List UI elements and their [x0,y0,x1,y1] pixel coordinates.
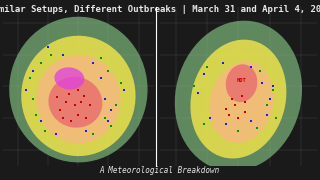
Point [58,109,63,112]
Point [236,117,241,120]
Point [264,113,269,116]
Point [31,98,36,100]
Point [103,117,108,120]
Point [103,98,108,100]
Point [61,53,66,56]
Point [239,94,244,97]
Point [192,85,197,88]
Ellipse shape [48,77,102,128]
Point [109,109,114,112]
Point [31,69,36,72]
Ellipse shape [54,67,84,90]
Point [201,72,206,75]
Point [229,98,235,100]
Point [91,61,96,64]
Point [227,113,232,116]
Point [106,120,111,123]
Point [233,104,238,107]
Point [270,85,276,88]
Text: MDT: MDT [237,78,246,83]
Point [208,117,213,120]
Point [99,57,104,59]
Ellipse shape [175,21,302,171]
Point [260,82,265,85]
Point [270,88,276,91]
Point [99,77,104,80]
Point [106,69,111,72]
Point [76,88,81,91]
Point [220,61,225,64]
Point [267,98,272,100]
Point [28,77,33,80]
Ellipse shape [226,64,257,102]
Point [236,129,241,132]
Point [223,123,228,126]
Point [55,96,60,99]
Ellipse shape [36,55,121,143]
Point [43,129,48,132]
Point [223,107,228,110]
Point [76,113,81,116]
Point [264,104,269,107]
Text: Similar Setups, Different Outbreaks | March 31 and April 4, 2023: Similar Setups, Different Outbreaks | Ma… [0,5,320,14]
Text: A Meteorological Breakdown: A Meteorological Breakdown [100,166,220,175]
Point [274,117,279,120]
Point [49,53,54,56]
Ellipse shape [210,62,274,143]
Point [38,61,44,64]
Point [109,125,114,127]
Point [67,93,72,96]
Ellipse shape [190,40,286,159]
Point [23,88,28,91]
Point [242,110,247,113]
Point [258,69,263,72]
Point [248,120,253,123]
Point [195,91,200,94]
Point [73,104,78,107]
Point [242,101,247,104]
Point [38,120,44,123]
Point [88,104,93,107]
Ellipse shape [9,17,148,162]
Point [82,94,87,97]
Point [114,104,119,107]
Point [118,82,123,85]
Point [64,101,69,104]
Point [84,117,89,120]
Point [255,126,260,129]
Point [201,123,206,126]
Point [79,101,84,104]
Point [91,132,96,135]
Point [34,113,39,116]
Point [248,66,253,69]
Point [46,45,51,48]
Point [53,132,59,135]
Point [204,66,210,69]
Point [68,120,74,123]
Ellipse shape [21,36,136,156]
Point [84,129,89,132]
Point [121,88,126,91]
Point [61,117,66,120]
